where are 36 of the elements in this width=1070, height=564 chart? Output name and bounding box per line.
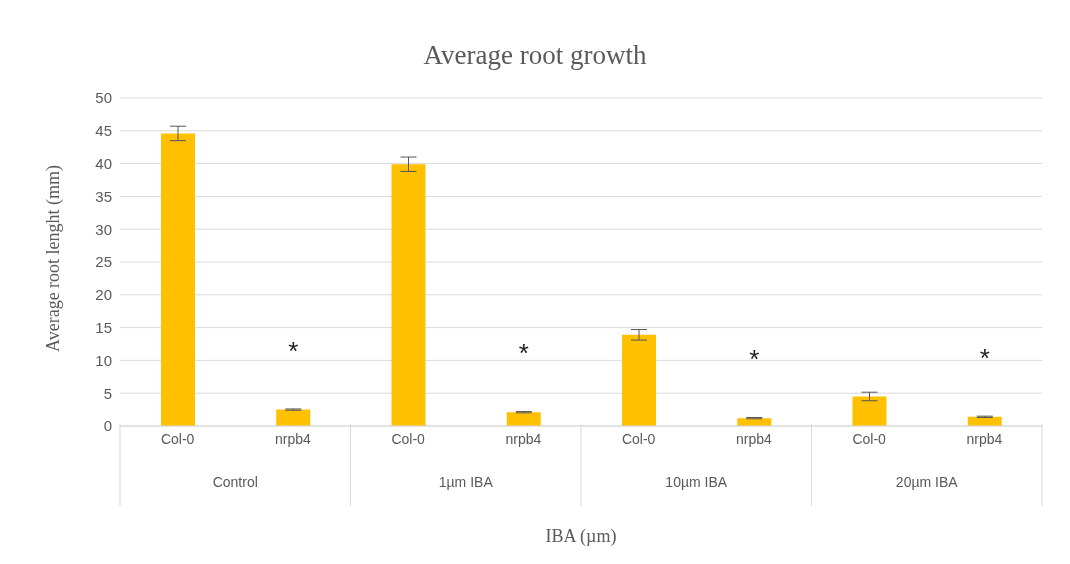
y-axis-title: Average root lenght (mm) <box>43 164 65 352</box>
bar <box>622 334 656 426</box>
y-tick-label: 50 <box>95 89 112 107</box>
bar <box>161 133 195 426</box>
y-tick-label: 20 <box>95 286 112 304</box>
y-tick-label: 35 <box>95 187 112 205</box>
x-axis-title: IBA (µm) <box>544 526 618 547</box>
text: 1µm IBA <box>437 474 494 490</box>
data-label: * <box>979 342 990 373</box>
y-tick-label: 15 <box>95 318 112 336</box>
x-tick-label: Col-0 <box>621 430 656 447</box>
text: 20µm IBA <box>894 474 959 490</box>
y-tick-label: 30 <box>95 220 112 238</box>
data-label: * <box>749 344 760 375</box>
data-label: * <box>288 335 299 366</box>
x-tick-label: nrpb4 <box>735 430 772 447</box>
chart-title: Average root growth <box>422 40 648 71</box>
text: Control <box>211 474 259 490</box>
y-tick-label: 0 <box>103 417 112 435</box>
y-tick-label: 5 <box>103 384 112 402</box>
y-tick-label: 45 <box>95 122 112 140</box>
x-tick-label: Col-0 <box>852 430 887 447</box>
y-tick-label: 25 <box>95 253 112 271</box>
bar <box>506 412 541 426</box>
x-tick-label: Col-0 <box>160 430 195 447</box>
x-tick-label: nrpb4 <box>274 430 311 447</box>
y-tick-label: 40 <box>95 154 112 172</box>
data-label: * <box>518 338 529 369</box>
text: 10µm IBA <box>664 474 729 490</box>
bar <box>391 164 426 426</box>
x-tick-label: Col-0 <box>391 430 426 447</box>
x-tick-label: nrpb4 <box>505 430 542 447</box>
y-tick-label: 10 <box>95 351 112 369</box>
bar <box>276 409 311 426</box>
bar <box>852 396 887 426</box>
x-tick-label: nrpb4 <box>966 430 1003 447</box>
